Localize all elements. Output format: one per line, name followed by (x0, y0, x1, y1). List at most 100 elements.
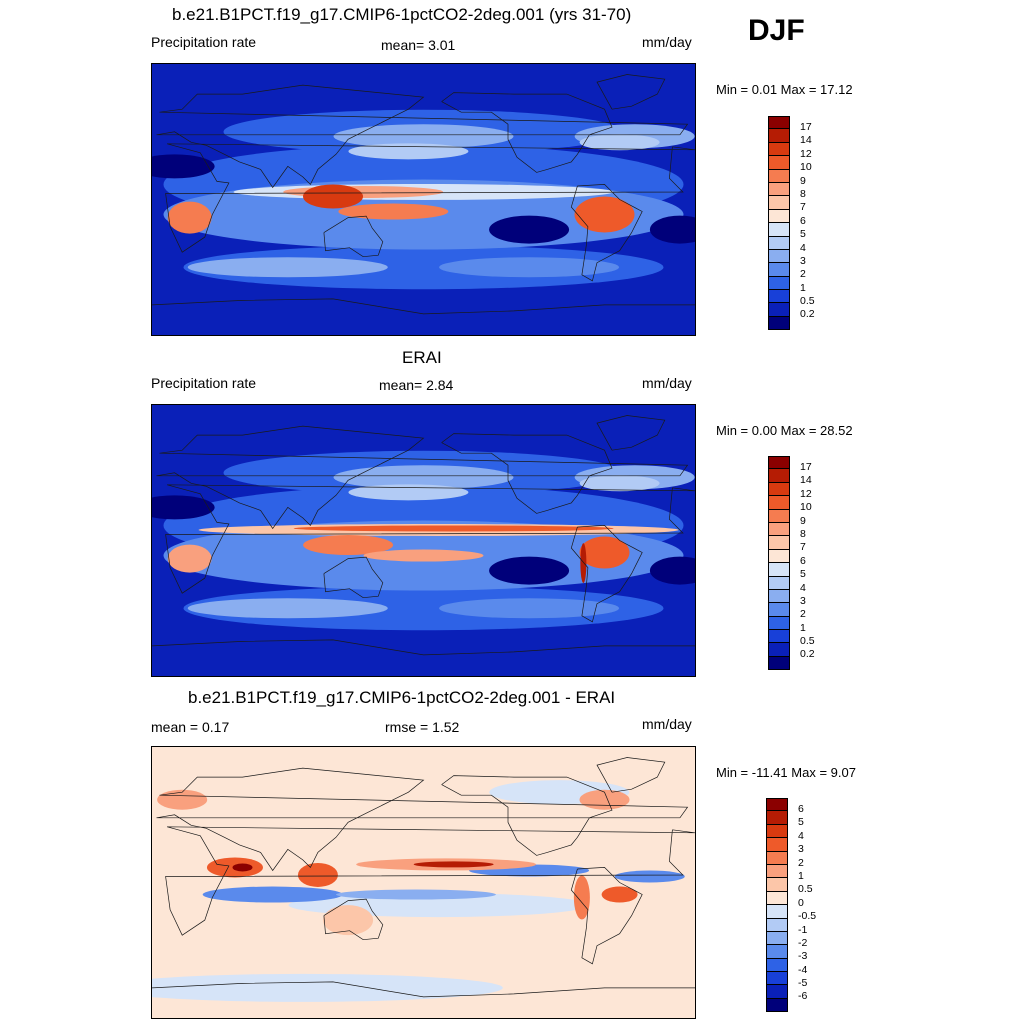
colorbar-bin: 0 (766, 891, 804, 908)
panel-model-minmax: Min = 0.01 Max = 17.12 (716, 82, 853, 97)
colorbar-swatch (768, 116, 790, 130)
colorbar-tick-label: -6 (798, 990, 808, 1003)
coastline (156, 767, 689, 872)
field-contour (202, 886, 343, 903)
panel-diff-minmax: Min = -11.41 Max = 9.07 (716, 765, 856, 780)
colorbar-tick-label: 0.5 (800, 635, 815, 648)
field-contour (338, 203, 449, 220)
colorbar-tick-label: 7 (800, 201, 806, 214)
colorbar-bin: -6 (766, 985, 807, 1001)
colorbar-bin (766, 998, 788, 1013)
field-contour (183, 586, 664, 631)
colorbar-swatch (768, 589, 790, 604)
panel-diff-title: b.e21.B1PCT.f19_g17.CMIP6-1pctCO2-2deg.0… (188, 688, 616, 707)
coastline (152, 639, 695, 656)
field-contour (348, 143, 469, 160)
colorbar-tick-label: 0.5 (800, 295, 815, 308)
field-contour (303, 184, 363, 209)
field-contour (439, 257, 620, 278)
colorbar-bin: 8 (768, 182, 806, 199)
panel-model-map (151, 63, 696, 336)
colorbar-bin: 14 (768, 129, 812, 145)
colorbar-swatch (768, 656, 790, 671)
field-contour (489, 556, 570, 585)
field-contour (323, 905, 374, 936)
colorbar-swatch (768, 630, 790, 644)
panel-diff-map (151, 746, 696, 1019)
field-contour (580, 543, 587, 584)
field-contour (167, 201, 212, 234)
colorbar-bin: 12 (768, 142, 812, 159)
field-contour (157, 789, 208, 810)
colorbar-swatch (768, 236, 790, 250)
colorbar-tick-label: 3 (800, 254, 806, 267)
coastline (156, 84, 689, 189)
colorbar-bin: 0.5 (766, 878, 813, 894)
panel-obs-variable-label: Precipitation rate (151, 375, 257, 391)
colorbar-bin: 3 (768, 589, 806, 606)
colorbar-bin: 1 (768, 616, 806, 633)
colorbar-bin: 2 (768, 263, 806, 279)
colorbar-tick-label: 5 (800, 228, 806, 241)
field-contour (232, 863, 253, 872)
colorbar-tick-label: 1 (800, 621, 806, 634)
colorbar-tick-label: 14 (800, 134, 812, 147)
colorbar-tick-label: 5 (798, 816, 804, 829)
colorbar-bin: -1 (766, 918, 807, 935)
colorbar-bin (768, 316, 790, 331)
coastline (441, 775, 613, 856)
colorbar-swatch (766, 905, 788, 919)
colorbar-tick-label: -3 (798, 950, 808, 963)
colorbar-bin: 5 (768, 563, 806, 579)
coastline (570, 525, 643, 623)
panel-diff-rmse-label: rmse = 1.52 (385, 719, 460, 735)
colorbar-tick-label: 6 (800, 214, 806, 227)
colorbar-tick-label: 0 (798, 896, 804, 909)
panel-diff-units-label: mm/day (642, 716, 692, 732)
coastline (156, 425, 689, 530)
field-contour (187, 598, 388, 619)
colorbar-bin: 17 (768, 116, 812, 132)
colorbar-tick-label: 4 (798, 829, 804, 842)
field-contour (439, 598, 620, 619)
colorbar-swatch (768, 263, 790, 277)
colorbar-tick-label: 3 (798, 843, 804, 856)
colorbar-swatch (766, 998, 788, 1013)
field-contour (335, 889, 496, 900)
colorbar-swatch (766, 851, 788, 865)
colorbar-swatch (768, 616, 790, 631)
colorbar-tick-label: -5 (798, 977, 808, 990)
field-contour (649, 215, 695, 244)
colorbar-bin: 12 (768, 482, 812, 499)
colorbar-swatch (768, 643, 790, 657)
colorbar-swatch (768, 549, 790, 564)
colorbar-swatch (768, 316, 790, 331)
coastline (152, 298, 695, 315)
field-contour (152, 154, 215, 179)
colorbar-swatch (768, 169, 790, 183)
colorbar-swatch (768, 603, 790, 617)
colorbar-tick-label: 17 (800, 461, 812, 473)
colorbar-tick-label: 4 (800, 241, 806, 254)
colorbar-swatch (768, 576, 790, 590)
colorbar-bin: 3 (766, 838, 804, 854)
colorbar-bin: 0.2 (768, 643, 815, 659)
colorbar-swatch (768, 209, 790, 224)
coastline (570, 867, 643, 965)
colorbar-swatch (768, 249, 790, 264)
panel-obs-map-field (152, 405, 695, 676)
field-contour (187, 257, 388, 278)
season-label: DJF (748, 14, 805, 47)
colorbar-swatch (768, 456, 790, 470)
field-contour (303, 535, 394, 556)
colorbar-bin: 3 (768, 249, 806, 266)
colorbar-bin: 6 (768, 549, 806, 566)
panel-obs-units-label: mm/day (642, 375, 692, 391)
colorbar-swatch (768, 482, 790, 497)
colorbar-swatch (766, 972, 788, 986)
colorbar-bin: 1 (766, 864, 804, 881)
colorbar-swatch (768, 469, 790, 483)
colorbar-tick-label: -1 (798, 923, 808, 936)
panel-model-units-label: mm/day (642, 34, 692, 50)
field-contour (489, 215, 570, 244)
